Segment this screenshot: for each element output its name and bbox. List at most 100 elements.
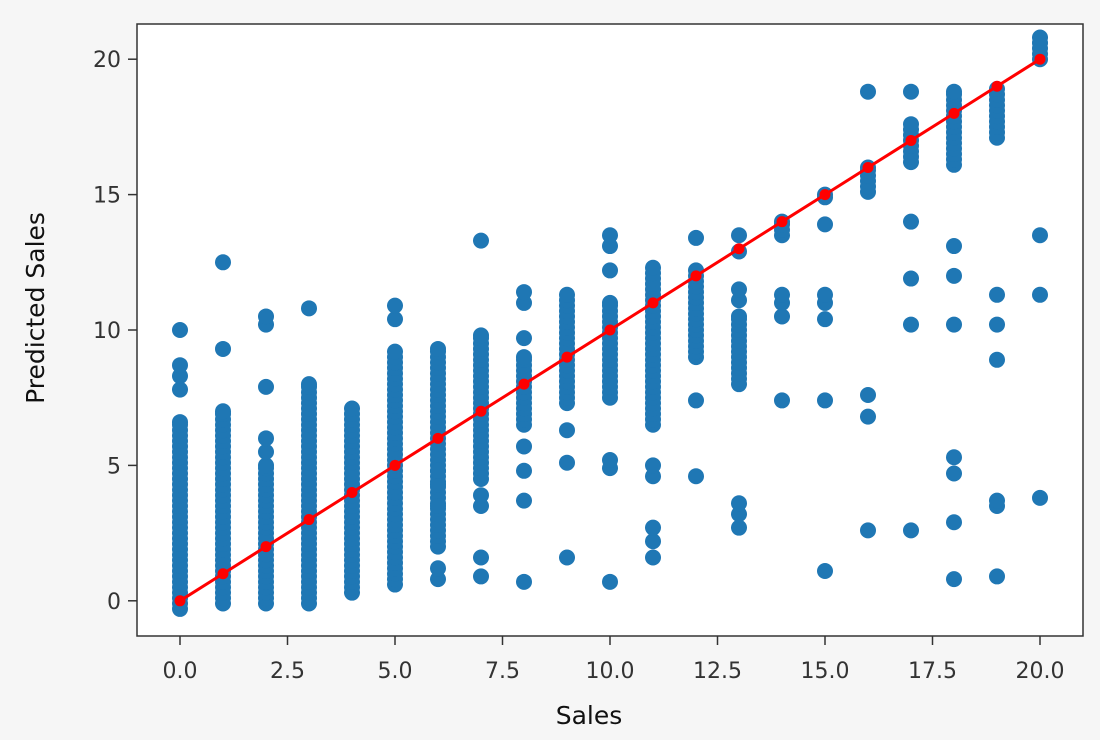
scatter-point bbox=[645, 549, 661, 566]
line-marker bbox=[862, 162, 874, 174]
scatter-point bbox=[387, 311, 403, 328]
scatter-point bbox=[860, 83, 876, 100]
scatter-point bbox=[860, 408, 876, 425]
scatter-point bbox=[903, 213, 919, 230]
scatter-point bbox=[645, 533, 661, 550]
line-marker bbox=[1034, 53, 1046, 65]
scatter-point bbox=[516, 573, 532, 590]
scatter-points bbox=[172, 29, 1048, 617]
x-axis: 0.0 2.5 5.0 7.5 10.0 12.5 15.0 17.5 20.0 bbox=[163, 636, 1065, 684]
scatter-point bbox=[989, 316, 1005, 333]
scatter-point bbox=[516, 438, 532, 455]
y-tick-label: 5 bbox=[107, 454, 121, 479]
x-tick-label: 15.0 bbox=[801, 659, 850, 684]
scatter-point bbox=[258, 430, 274, 447]
scatter-point bbox=[946, 449, 962, 466]
scatter-point bbox=[387, 297, 403, 314]
scatter-point bbox=[817, 563, 833, 580]
scatter-point bbox=[817, 311, 833, 328]
x-axis-title: Sales bbox=[556, 701, 623, 730]
scatter-point bbox=[602, 294, 618, 311]
line-marker bbox=[776, 216, 788, 228]
scatter-point bbox=[516, 462, 532, 479]
scatter-point bbox=[645, 259, 661, 276]
line-marker bbox=[561, 351, 573, 363]
scatter-point bbox=[387, 343, 403, 360]
y-tick-label: 15 bbox=[93, 184, 121, 209]
scatter-point bbox=[731, 281, 747, 298]
scatter-point bbox=[1032, 227, 1048, 244]
scatter-point bbox=[731, 495, 747, 512]
scatter-point bbox=[559, 422, 575, 439]
scatter-point bbox=[817, 216, 833, 233]
y-tick-label: 0 bbox=[107, 590, 121, 615]
scatter-point bbox=[430, 560, 446, 577]
scatter-point bbox=[473, 232, 489, 249]
y-axis-title: Predicted Sales bbox=[21, 212, 50, 404]
x-tick-label: 0.0 bbox=[163, 659, 198, 684]
scatter-point bbox=[430, 498, 446, 515]
scatter-point bbox=[602, 573, 618, 590]
scatter-point bbox=[473, 568, 489, 585]
scatter-point bbox=[215, 340, 231, 357]
scatter-point bbox=[688, 392, 704, 409]
scatter-point bbox=[559, 286, 575, 303]
scatter-point bbox=[731, 308, 747, 325]
scatter-point bbox=[602, 227, 618, 244]
line-marker bbox=[174, 595, 186, 607]
scatter-point bbox=[645, 519, 661, 536]
scatter-point bbox=[903, 83, 919, 100]
scatter-point bbox=[1032, 489, 1048, 506]
scatter-point bbox=[430, 462, 446, 479]
scatter-point bbox=[903, 116, 919, 133]
scatter-point bbox=[774, 308, 790, 325]
scatter-point bbox=[473, 327, 489, 344]
scatter-point bbox=[989, 351, 1005, 368]
scatter-point bbox=[602, 262, 618, 279]
y-axis: 0 5 10 15 20 bbox=[93, 48, 137, 615]
scatter-point bbox=[215, 254, 231, 271]
line-marker bbox=[647, 297, 659, 309]
scatter-point bbox=[258, 443, 274, 460]
line-marker bbox=[991, 80, 1003, 92]
scatter-point bbox=[473, 487, 489, 504]
line-marker bbox=[905, 134, 917, 146]
scatter-point bbox=[172, 414, 188, 431]
scatter-point bbox=[430, 340, 446, 357]
scatter-point bbox=[860, 386, 876, 403]
x-tick-label: 5.0 bbox=[378, 659, 413, 684]
scatter-point bbox=[903, 316, 919, 333]
scatter-point bbox=[559, 454, 575, 471]
scatter-point bbox=[1032, 286, 1048, 303]
scatter-point bbox=[516, 284, 532, 301]
scatter-point bbox=[1032, 29, 1048, 46]
scatter-point bbox=[602, 451, 618, 468]
scatter-point bbox=[946, 514, 962, 531]
scatter-point bbox=[731, 227, 747, 244]
scatter-point bbox=[516, 492, 532, 509]
scatter-point bbox=[645, 457, 661, 474]
scatter-point bbox=[559, 549, 575, 566]
scatter-point bbox=[473, 549, 489, 566]
x-tick-label: 12.5 bbox=[693, 659, 742, 684]
line-marker bbox=[518, 378, 530, 390]
x-tick-label: 10.0 bbox=[586, 659, 635, 684]
line-marker bbox=[948, 107, 960, 119]
y-tick-label: 20 bbox=[93, 48, 121, 73]
line-marker bbox=[604, 324, 616, 336]
scatter-point bbox=[946, 267, 962, 284]
scatter-point bbox=[989, 492, 1005, 509]
line-marker bbox=[475, 405, 487, 417]
scatter-point bbox=[946, 571, 962, 588]
scatter-point bbox=[688, 468, 704, 485]
scatter-point bbox=[516, 349, 532, 366]
y-tick-label: 10 bbox=[93, 319, 121, 344]
scatter-point bbox=[215, 403, 231, 420]
scatter-point bbox=[817, 286, 833, 303]
scatter-point bbox=[344, 400, 360, 417]
x-tick-label: 20.0 bbox=[1016, 659, 1065, 684]
scatter-point bbox=[172, 381, 188, 398]
scatter-point bbox=[774, 392, 790, 409]
scatter-point bbox=[946, 238, 962, 255]
scatter-point bbox=[946, 316, 962, 333]
